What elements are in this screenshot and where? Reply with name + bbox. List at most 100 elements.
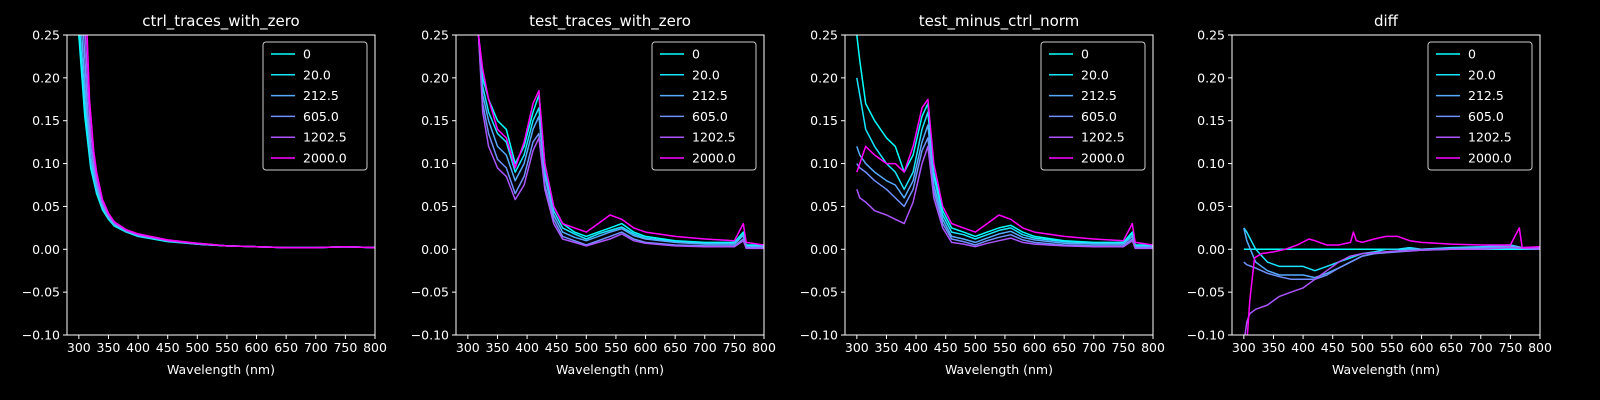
x-tick-label: 550 <box>1380 340 1404 355</box>
axes-frame <box>844 34 1154 336</box>
x-tick-label: 500 <box>185 340 209 355</box>
y-tick-label: 0.20 <box>421 70 449 85</box>
x-tick-label: 750 <box>1498 340 1522 355</box>
y-tick-label: 0.15 <box>1197 113 1225 128</box>
x-tick-label: 700 <box>693 340 717 355</box>
x-tick-label: 750 <box>333 340 357 355</box>
legend-label: 20.0 <box>1081 67 1109 82</box>
series-group <box>477 35 764 250</box>
y-tick-label: 0.15 <box>32 113 60 128</box>
series-line-605.0 <box>477 35 764 249</box>
chart-title: diff <box>1374 12 1399 30</box>
x-tick-label: 300 <box>845 340 869 355</box>
y-tick-label: 0.05 <box>1197 199 1225 214</box>
y-tick-label: 0.25 <box>421 28 449 43</box>
x-axis-label: Wavelength (nm) <box>556 362 664 377</box>
y-tick-label: −0.05 <box>800 285 838 300</box>
x-tick-label: 500 <box>963 340 987 355</box>
legend-label: 0 <box>303 47 311 62</box>
series-line-1202.5 <box>856 145 1153 250</box>
y-tick-label: 0.25 <box>32 28 60 43</box>
x-tick-label: 600 <box>634 340 658 355</box>
y-tick-label: 0.20 <box>810 70 838 85</box>
legend-label: 2000.0 <box>692 151 736 166</box>
legend: 0 20.0 212.5 605.0 1202.5 2000.0 <box>1040 41 1146 171</box>
x-tick-label: 350 <box>875 340 899 355</box>
x-tick-label: 700 <box>304 340 328 355</box>
x-tick-label: 650 <box>1439 340 1463 355</box>
x-axis-label: Wavelength (nm) <box>945 362 1053 377</box>
axes-frame <box>66 34 376 336</box>
y-tick-label: −0.05 <box>22 285 60 300</box>
legend-label: 605.0 <box>692 109 728 124</box>
x-tick-label: 400 <box>1291 340 1315 355</box>
series-group <box>1243 227 1540 335</box>
y-tick-label: 0.10 <box>1197 156 1225 171</box>
x-tick-label: 700 <box>1469 340 1493 355</box>
y-tick-label: −0.05 <box>1187 285 1225 300</box>
x-tick-label: 600 <box>1023 340 1047 355</box>
legend-label: 605.0 <box>1081 109 1117 124</box>
x-tick-label: 650 <box>663 340 687 355</box>
x-tick-label: 550 <box>993 340 1017 355</box>
legend-label: 1202.5 <box>1081 130 1125 145</box>
y-tick-label: −0.10 <box>22 328 60 343</box>
legend-label: 212.5 <box>303 88 339 103</box>
x-tick-label: 800 <box>752 340 776 355</box>
series-group <box>78 35 375 249</box>
x-tick-label: 600 <box>1410 340 1434 355</box>
y-tick-label: 0.05 <box>32 199 60 214</box>
series-line-2000.0 <box>86 35 375 249</box>
series-line-605.0 <box>856 137 1153 249</box>
legend-label: 20.0 <box>303 67 331 82</box>
y-tick-label: 0.00 <box>1197 242 1225 257</box>
x-axis-label: Wavelength (nm) <box>167 362 275 377</box>
series-line-20.0 <box>477 35 764 247</box>
axes-frame <box>455 34 765 336</box>
y-tick-label: 0.00 <box>421 242 449 257</box>
legend-label: 212.5 <box>1468 88 1504 103</box>
legend-label: 1202.5 <box>303 130 347 145</box>
chart-panel-3: 300 350 400 450 500 550 600 650 700 750 800 −0.10 −0… <box>800 12 1165 377</box>
y-tick-label: −0.10 <box>1187 328 1225 343</box>
legend: 0 20.0 212.5 605.0 1202.5 2000.0 <box>1427 41 1533 171</box>
chart-title: ctrl_traces_with_zero <box>142 12 299 31</box>
legend-label: 605.0 <box>1468 109 1504 124</box>
series-line-2000.0 <box>477 35 764 246</box>
legend-label: 605.0 <box>303 109 339 124</box>
x-tick-label: 450 <box>934 340 958 355</box>
legend-box <box>262 41 368 171</box>
x-tick-label: 800 <box>1528 340 1552 355</box>
legend-label: 20.0 <box>692 67 720 82</box>
x-tick-label: 300 <box>67 340 91 355</box>
chart-panel-2: 300 350 400 450 500 550 600 650 700 750 800 −0.10 −0… <box>411 12 776 377</box>
y-tick-label: 0.15 <box>421 113 449 128</box>
legend-label: 2000.0 <box>303 151 347 166</box>
x-tick-label: 550 <box>215 340 239 355</box>
x-tick-label: 400 <box>515 340 539 355</box>
chart-panel-4: 300 350 400 450 500 550 600 650 700 750 800 −0.10 −0… <box>1187 12 1552 377</box>
series-line-2000.0 <box>1246 227 1540 335</box>
legend-label: 212.5 <box>1081 88 1117 103</box>
series-line-212.5 <box>856 124 1153 248</box>
legend-label: 20.0 <box>1468 67 1496 82</box>
x-tick-label: 650 <box>274 340 298 355</box>
y-tick-label: −0.05 <box>411 285 449 300</box>
x-tick-label: 550 <box>604 340 628 355</box>
legend: 0 20.0 212.5 605.0 1202.5 2000.0 <box>262 41 368 171</box>
series-line-20.0 <box>856 77 1153 247</box>
x-tick-label: 350 <box>486 340 510 355</box>
chart-title: test_minus_ctrl_norm <box>919 12 1080 31</box>
legend-label: 212.5 <box>692 88 728 103</box>
y-tick-label: −0.10 <box>411 328 449 343</box>
legend: 0 20.0 212.5 605.0 1202.5 2000.0 <box>651 41 757 171</box>
y-tick-label: 0.05 <box>421 199 449 214</box>
legend-label: 2000.0 <box>1468 151 1512 166</box>
axes-frame <box>1231 34 1541 336</box>
x-tick-label: 300 <box>456 340 480 355</box>
series-group <box>856 35 1153 250</box>
legend-label: 1202.5 <box>692 130 736 145</box>
y-tick-label: 0.20 <box>1197 70 1225 85</box>
legend-label: 0 <box>1468 47 1476 62</box>
